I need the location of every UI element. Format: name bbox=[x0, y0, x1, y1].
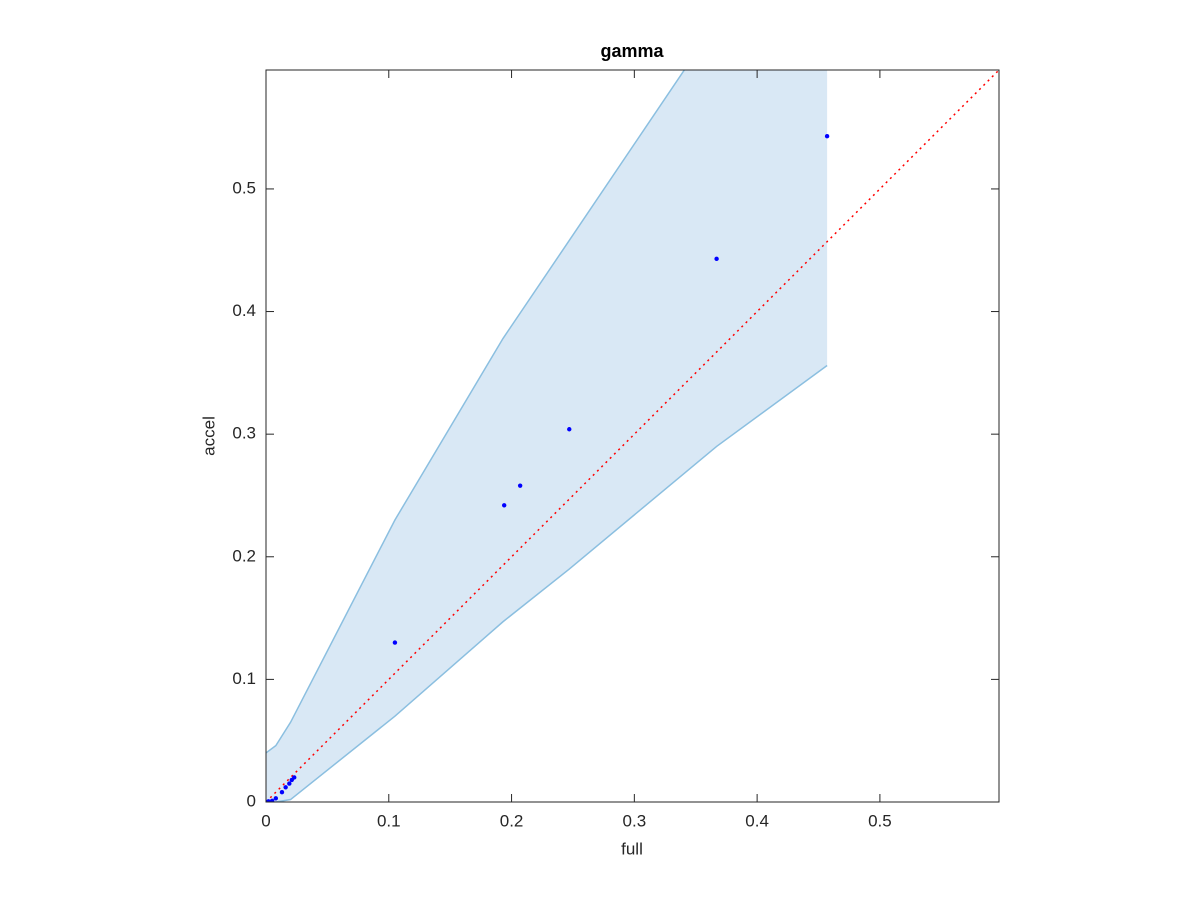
point bbox=[714, 256, 719, 262]
point bbox=[279, 789, 285, 795]
point bbox=[292, 775, 297, 780]
x-axis-label: full bbox=[621, 839, 643, 858]
plot-area bbox=[266, 70, 999, 802]
y-axis-label: accel bbox=[199, 416, 218, 456]
y-tick-label: 0 bbox=[247, 791, 256, 810]
x-tick-label: 0.4 bbox=[745, 811, 769, 830]
point bbox=[824, 134, 830, 139]
reference-line bbox=[266, 70, 999, 802]
point bbox=[501, 503, 507, 508]
x-tick-label: 0.3 bbox=[623, 811, 647, 830]
y-tick-label: 0.1 bbox=[232, 669, 256, 688]
band-area bbox=[266, 70, 828, 802]
point bbox=[287, 781, 292, 786]
axes-box bbox=[265, 69, 1000, 803]
y-tick-label: 0.4 bbox=[232, 301, 256, 320]
x-tick-label: 0.5 bbox=[868, 811, 892, 830]
axes: 0 0.1 0.2 0.3 0.4 0.5 0 0.1 0.2 0.3 0.4 0.5 bbox=[232, 70, 999, 830]
point bbox=[273, 796, 279, 801]
point bbox=[266, 799, 271, 802]
point bbox=[283, 785, 288, 790]
point bbox=[269, 798, 275, 802]
point bbox=[517, 483, 523, 488]
x-tick-label: 0.2 bbox=[500, 811, 524, 830]
band-edge bbox=[266, 70, 686, 754]
x-tick-label: 0 bbox=[261, 811, 270, 830]
point bbox=[567, 427, 572, 432]
y-tick-label: 0.2 bbox=[232, 546, 256, 565]
y-tick-label: 0.3 bbox=[232, 424, 256, 443]
chart-title: gamma bbox=[600, 41, 664, 61]
y-tick-label: 0.5 bbox=[232, 178, 256, 197]
point bbox=[392, 640, 398, 645]
x-tick-label: 0.1 bbox=[377, 811, 401, 830]
